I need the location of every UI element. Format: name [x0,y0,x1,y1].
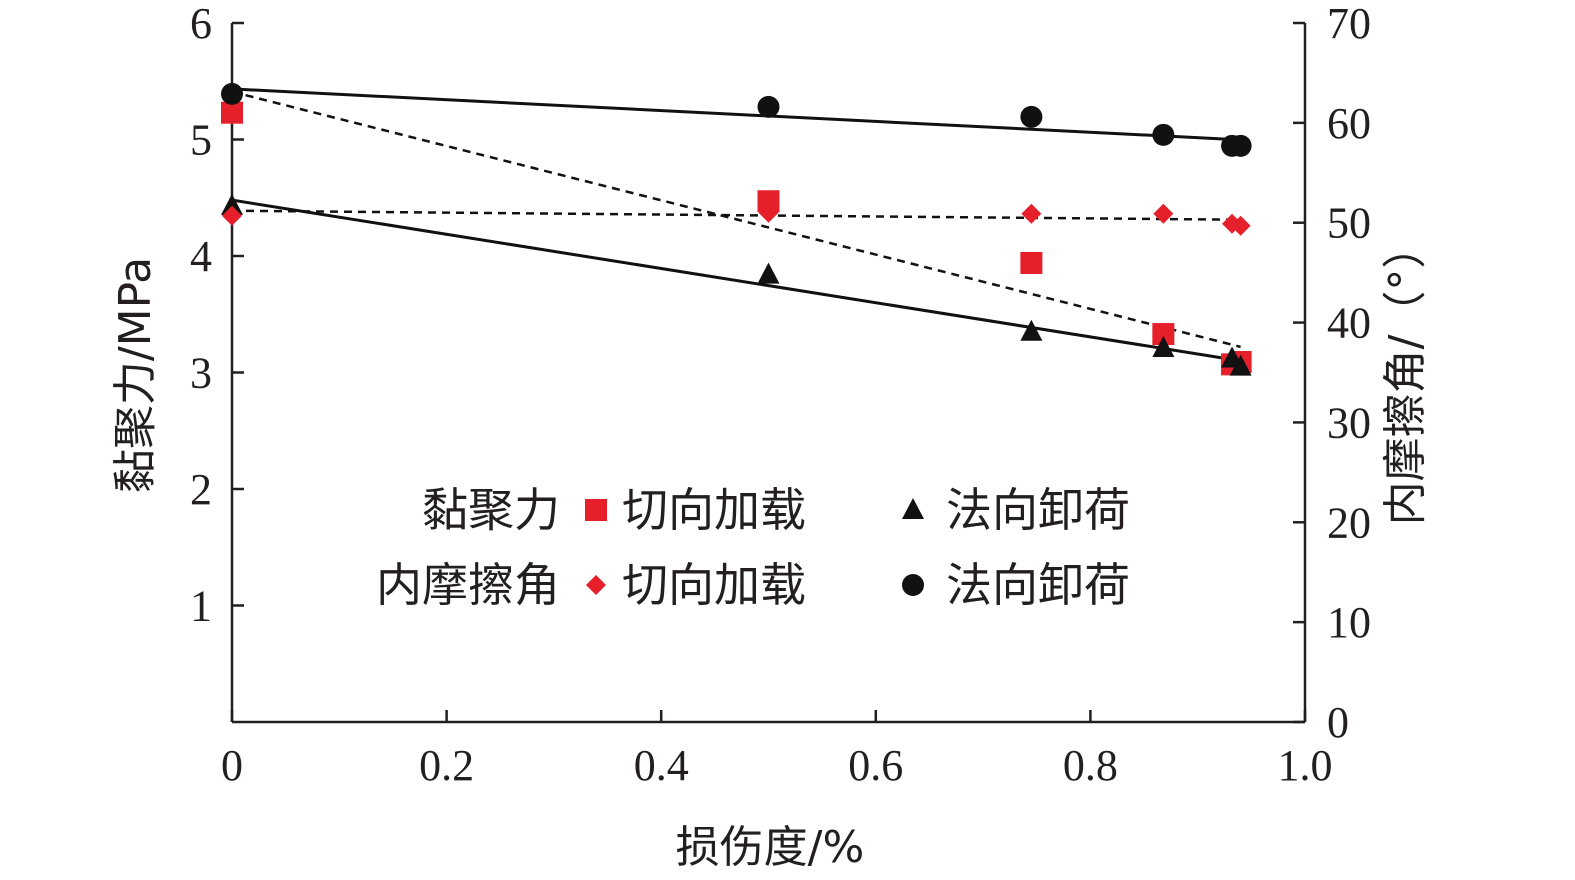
y-right-tick-label: 10 [1327,598,1371,647]
data-point-circle [1020,105,1043,128]
data-point-triangle [1229,354,1252,376]
data-point-square [1020,251,1043,274]
y-right-tick-label: 20 [1327,498,1371,547]
y-left-tick-label: 6 [190,0,212,48]
y-left-tick-label: 4 [190,232,212,281]
fit-line-square [231,90,1241,349]
data-point-diamond [222,205,242,226]
fit-line-circle [231,87,1241,142]
legend-marker-diamond [586,575,606,595]
x-tick-label: 1.0 [1278,741,1333,790]
data-point-circle [1152,123,1175,146]
y-left-tick-label: 1 [190,582,212,631]
legend-item-label: 切向加载 [622,483,806,537]
y-left-axis-label: 黏聚力/MPa [110,257,161,493]
data-point-diamond [1153,203,1174,224]
x-tick-label: 0 [221,741,243,790]
data-point-circle [1229,134,1252,157]
legend-group-label: 内摩擦角 [376,558,560,612]
legend-marker-triangle [902,498,924,519]
data-point-triangle [221,193,243,215]
fit-lines [231,87,1241,363]
legend-marker-circle [902,574,924,596]
x-tick-label: 0.6 [848,741,903,790]
y-right-tick-label: 30 [1327,398,1371,447]
fit-line-triangle [231,198,1241,363]
x-tick-label: 0.8 [1063,741,1118,790]
y-right-tick-label: 40 [1327,299,1371,348]
data-point-square [221,101,243,124]
data-point-diamond [758,202,779,223]
legend-item-label: 切向加载 [622,558,806,612]
legend-item-label: 法向卸荷 [946,558,1130,612]
fit-line-diamond [231,209,1241,221]
x-tick-label: 0.4 [634,741,689,790]
legend-marker-square [585,499,607,521]
legend-item-label: 法向卸荷 [946,483,1130,537]
data-point-square [1152,323,1175,346]
y-right-tick-label: 50 [1327,199,1371,248]
data-markers [221,82,1252,376]
y-left-tick-label: 5 [190,116,212,165]
y-right-tick-label: 60 [1327,99,1371,148]
data-point-triangle [1020,319,1043,341]
y-right-tick-label: 70 [1327,0,1371,48]
y-right-axis-label: 内摩擦角/（°） [1380,225,1431,526]
x-axis-label: 损伤度/% [676,822,865,873]
legend-group-label: 黏聚力 [422,483,560,537]
data-point-circle [221,82,243,105]
data-point-diamond [1021,203,1042,224]
y-left-tick-label: 2 [190,465,212,514]
data-point-diamond [1230,215,1251,236]
y-left-tick-label: 3 [190,349,212,398]
x-tick-label: 0.2 [419,741,474,790]
data-point-triangle [757,262,780,284]
data-point-circle [757,95,780,118]
y-right-tick-label: 0 [1327,698,1349,747]
data-point-triangle [1152,336,1175,358]
data-point-square [757,190,780,213]
